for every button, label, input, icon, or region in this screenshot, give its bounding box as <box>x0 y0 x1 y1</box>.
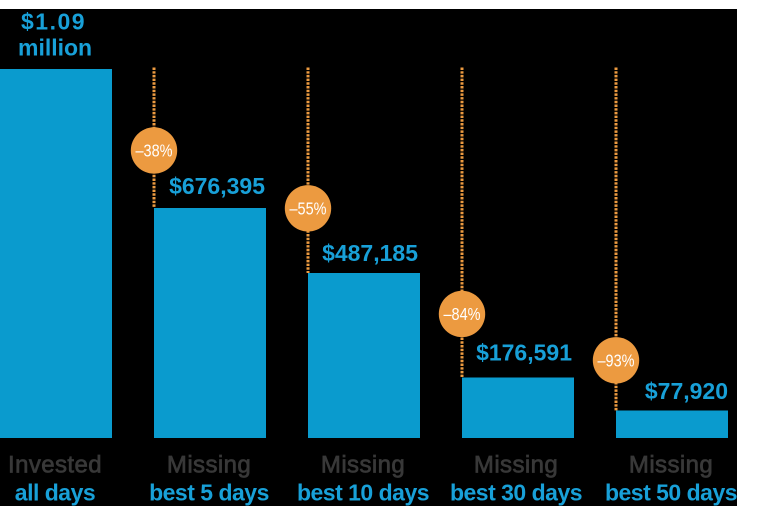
svg-text:$176,591: $176,591 <box>476 340 572 366</box>
svg-text:–84%: –84% <box>444 304 481 324</box>
svg-text:Missing: Missing <box>167 452 251 479</box>
svg-text:million: million <box>18 34 92 60</box>
svg-text:$487,185: $487,185 <box>322 240 418 266</box>
svg-text:best 50 days: best 50 days <box>605 480 737 506</box>
svg-text:Missing: Missing <box>474 452 558 479</box>
svg-text:Missing: Missing <box>321 452 405 479</box>
svg-text:best 10 days: best 10 days <box>297 480 429 506</box>
svg-text:–93%: –93% <box>598 351 635 371</box>
svg-text:best 5 days: best 5 days <box>149 480 269 506</box>
svg-text:–55%: –55% <box>290 199 327 219</box>
svg-text:–38%: –38% <box>136 141 173 161</box>
svg-text:all days: all days <box>15 480 95 506</box>
svg-text:best 30 days: best 30 days <box>450 480 582 506</box>
svg-text:$676,395: $676,395 <box>169 173 265 199</box>
svg-text:Invested: Invested <box>8 452 102 479</box>
svg-text:$1.09: $1.09 <box>21 9 86 35</box>
svg-text:Missing: Missing <box>629 452 713 479</box>
svg-text:$77,920: $77,920 <box>645 378 728 404</box>
